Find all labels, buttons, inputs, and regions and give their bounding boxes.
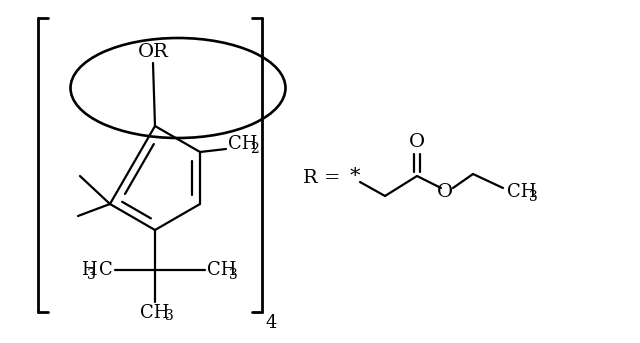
Text: 2: 2 (250, 142, 259, 156)
Text: O: O (437, 183, 453, 201)
Text: *: * (349, 167, 360, 187)
Text: 3: 3 (229, 268, 237, 282)
Text: 4: 4 (266, 314, 277, 332)
Text: 3: 3 (87, 268, 96, 282)
Text: CH: CH (228, 135, 257, 153)
Text: 3: 3 (164, 309, 173, 323)
Text: C: C (99, 261, 113, 279)
Text: 3: 3 (529, 190, 538, 204)
Text: OR: OR (138, 43, 168, 61)
Text: CH: CH (207, 261, 236, 279)
Text: CH: CH (507, 183, 536, 201)
Text: H: H (81, 261, 97, 279)
Text: CH: CH (140, 304, 170, 322)
Text: R =: R = (303, 169, 340, 187)
Text: O: O (409, 133, 425, 151)
